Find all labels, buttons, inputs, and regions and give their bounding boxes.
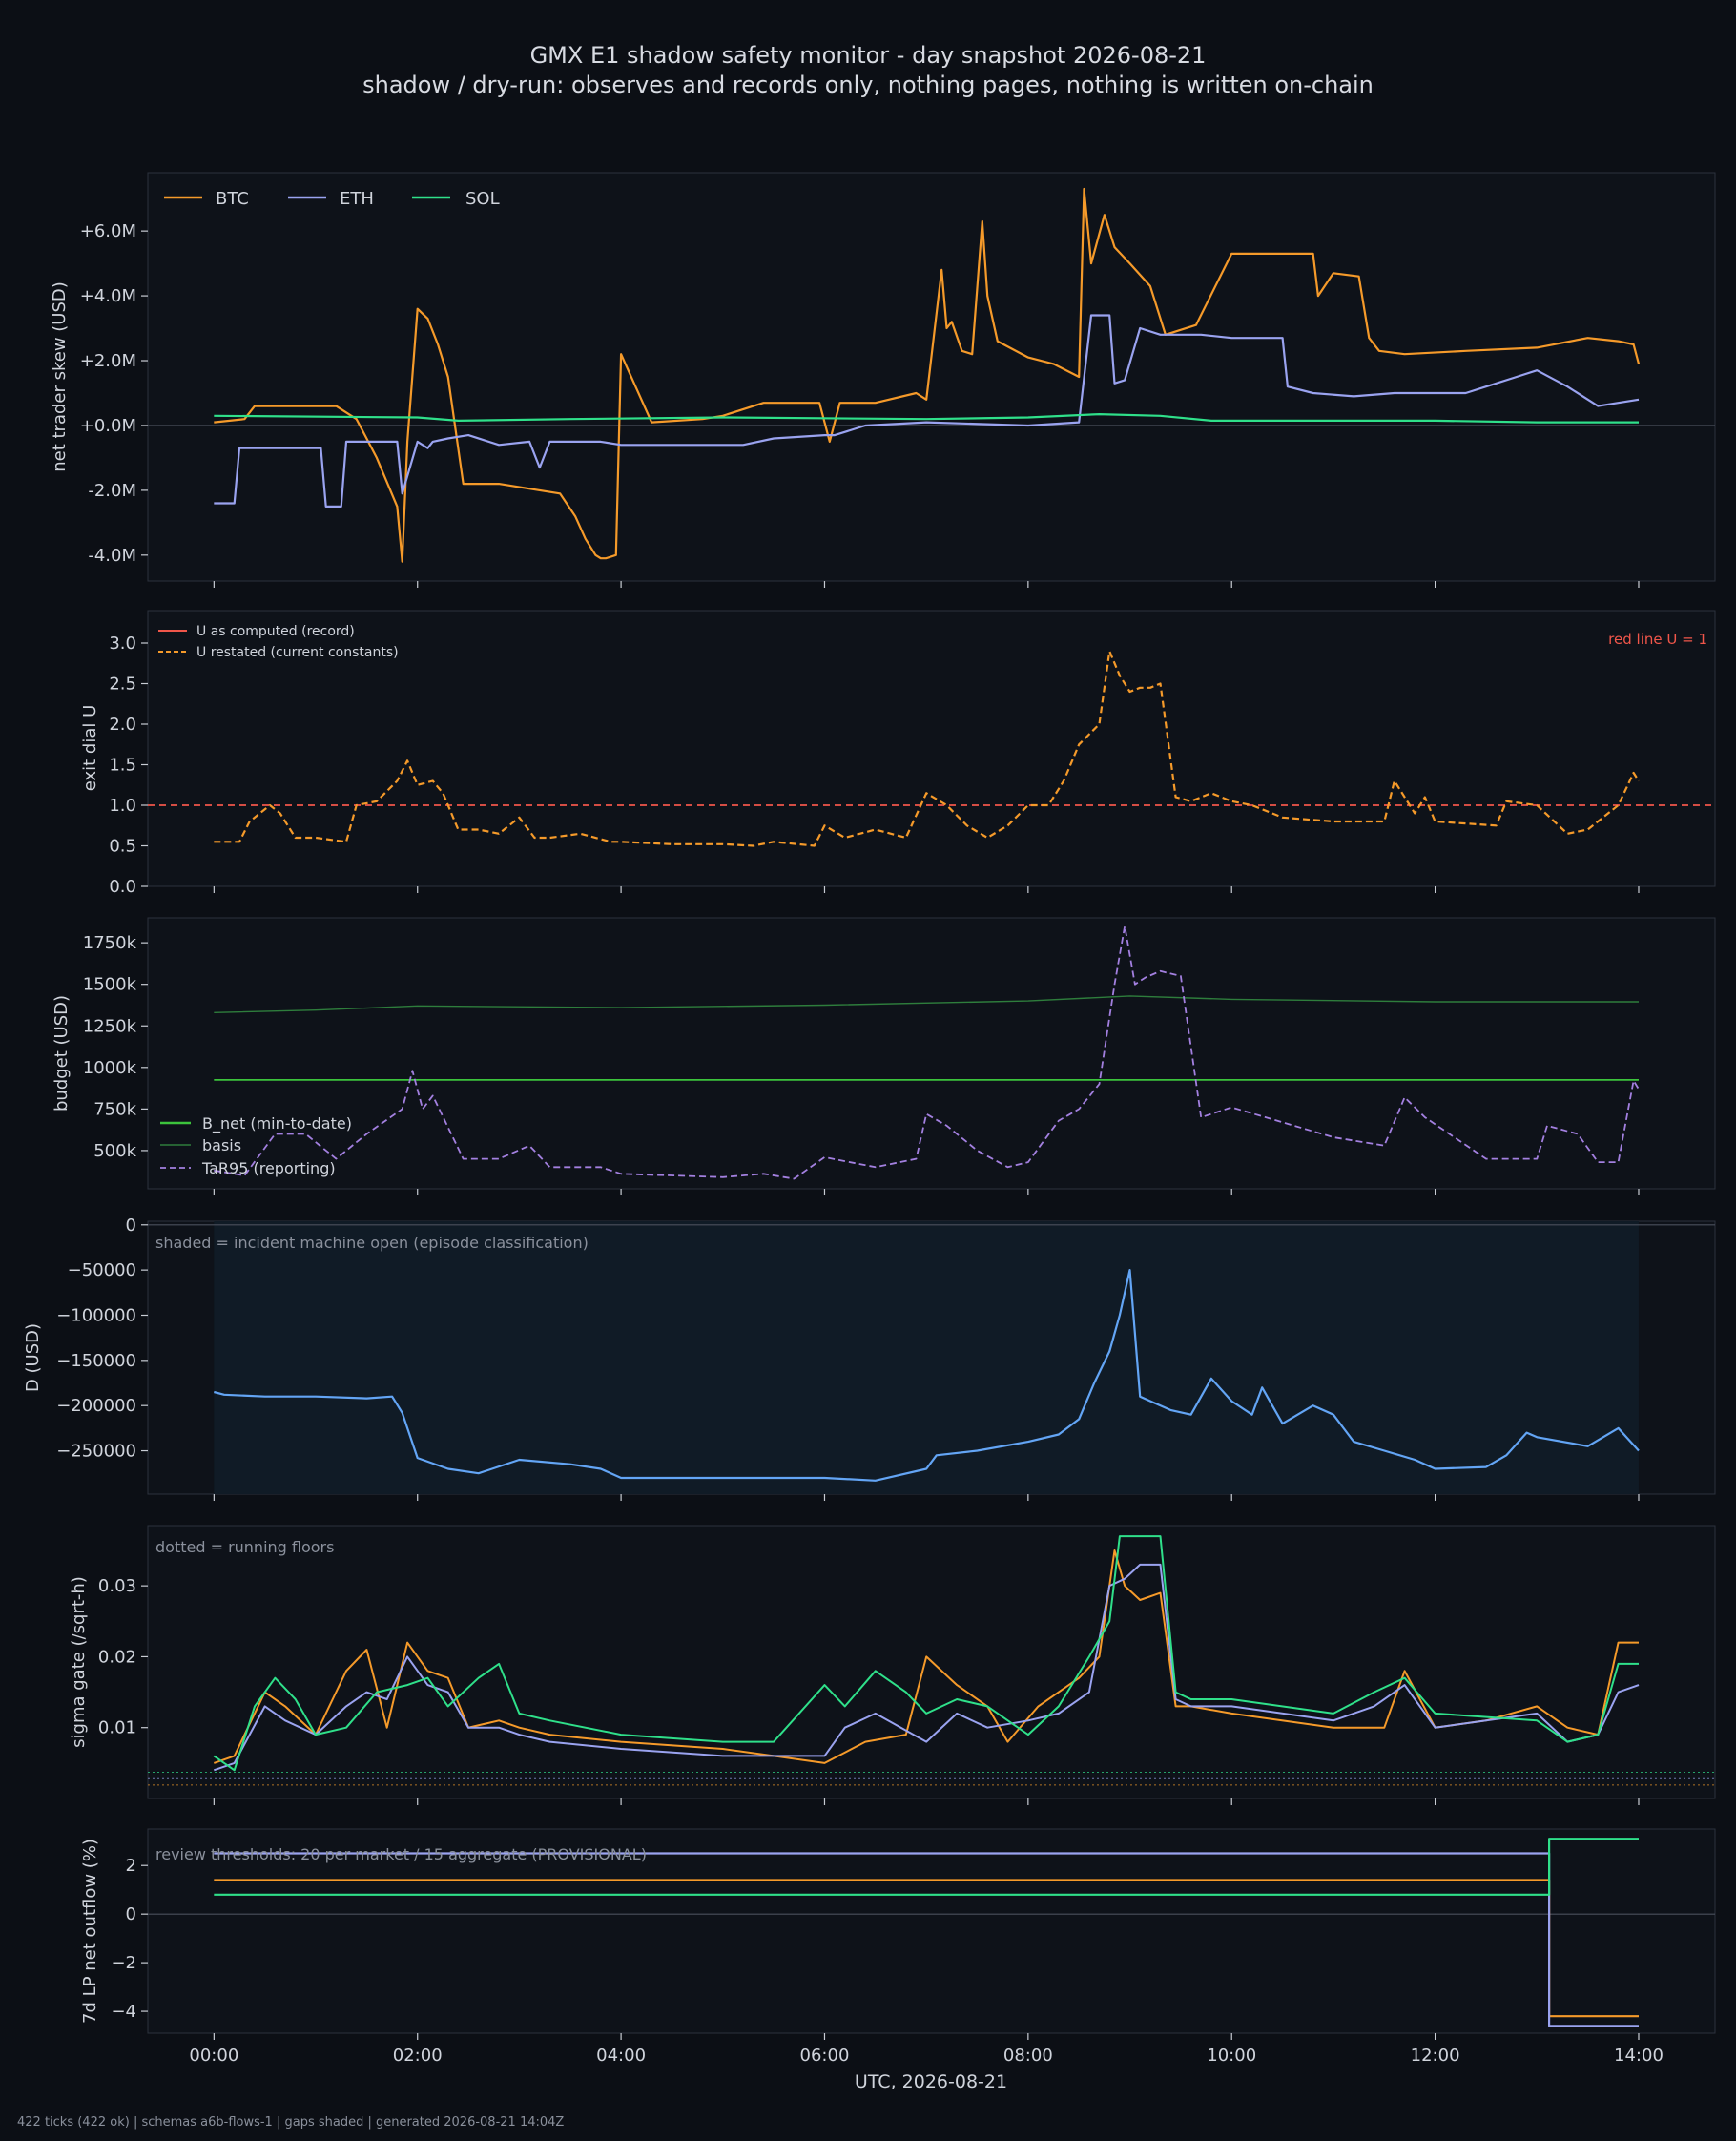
red-line-label: red line U = 1	[1608, 631, 1707, 648]
exit-legend-restated: U restated (current constants)	[196, 645, 399, 660]
d-ytick-label: −150000	[56, 1351, 136, 1371]
skew-legend-eth: ETH	[340, 189, 374, 209]
lp-annotation: review thresholds: 20 per market / 15 ag…	[155, 1845, 647, 1863]
budget-ytick-label: 1000k	[83, 1058, 137, 1078]
skew-legend-sol: SOL	[465, 189, 500, 209]
lp-plot-area	[147, 1828, 1716, 2034]
budget-ytick-label: 1750k	[83, 933, 137, 953]
d-panel: D (USD) 0 −50000 −100000 −150000 −200000 −250…	[23, 1216, 1716, 1501]
sigma-ytick-label: 0.01	[98, 1718, 136, 1738]
footer-status: 422 ticks (422 ok) | schemas a6b-flows-1…	[17, 2115, 564, 2130]
x-tick-label: 06:00	[800, 2046, 850, 2066]
exit-legend-record: U as computed (record)	[196, 624, 355, 639]
d-ytick-label: −50000	[68, 1260, 136, 1280]
skew-ytick-label: +2.0M	[80, 351, 136, 371]
exit-dial-panel: exit dial U 0.0 0.5 1.0 1.5 2.0 2.5 3.0 red li…	[80, 610, 1716, 897]
budget-legend: B_net (min-to-date) basis TaR95 (reporti…	[160, 1114, 352, 1177]
budget-plot-area	[147, 917, 1716, 1190]
budget-ytick-label: 750k	[93, 1099, 136, 1119]
x-axis-label: UTC, 2026-08-21	[855, 2071, 1007, 2092]
skew-ytick-label: -2.0M	[88, 481, 136, 501]
exit-ytick-label: 0.5	[109, 837, 136, 857]
skew-y-label: net trader skew (USD)	[50, 281, 70, 472]
skew-series-eth	[214, 314, 1640, 509]
budget-ytick-label: 1500k	[83, 975, 137, 995]
d-series-d	[214, 1268, 1640, 1482]
exit-ytick-label: 2.5	[109, 675, 136, 695]
skew-legend-btc: BTC	[216, 189, 249, 209]
x-tick-label: 12:00	[1411, 2046, 1460, 2066]
sigma-annotation: dotted = running floors	[155, 1538, 334, 1556]
skew-panel: net trader skew (USD) +6.0M +4.0M +2.0M +0.…	[50, 172, 1716, 588]
x-tick-label: 02:00	[393, 2046, 443, 2066]
lp-ytick-label: 0	[126, 1904, 136, 1924]
budget-legend-bnet: B_net (min-to-date)	[202, 1114, 352, 1133]
budget-series-basis	[214, 995, 1639, 1013]
d-y-label: D (USD)	[23, 1323, 43, 1392]
skew-series-sol	[214, 413, 1639, 424]
x-tick-label: 08:00	[1003, 2046, 1053, 2066]
sigma-series-eth	[213, 1563, 1640, 1772]
incident-open-shade	[214, 1221, 1639, 1494]
sigma-panel: sigma gate (/sqrt-h) 0.01 0.02 0.03 dotted…	[69, 1525, 1716, 1805]
lp-series-sol	[214, 1838, 1639, 1896]
lp-series-eth	[214, 1852, 1639, 2027]
skew-ytick-label: +0.0M	[80, 416, 136, 436]
exit-ytick-label: 3.0	[109, 634, 136, 654]
exit-dial-legend: U as computed (record) U restated (curre…	[158, 624, 399, 660]
x-tick-label: 14:00	[1614, 2046, 1664, 2066]
sigma-ytick-label: 0.02	[98, 1647, 136, 1667]
x-tick-label: 04:00	[596, 2046, 646, 2066]
budget-y-label: budget (USD)	[52, 995, 72, 1112]
x-tick-label: 00:00	[189, 2046, 238, 2066]
lp-outflow-panel: 7d LP net outflow (%) −4 −2 0 2 00:00 02:00 04…	[80, 1828, 1716, 2092]
skew-ytick-label: +4.0M	[80, 286, 136, 306]
exit-ytick-label: 2.0	[109, 715, 136, 735]
figure-title: GMX E1 shadow safety monitor - day snaps…	[530, 42, 1207, 69]
d-ytick-label: 0	[126, 1216, 136, 1236]
skew-plot-area	[147, 172, 1716, 582]
sigma-y-label: sigma gate (/sqrt-h)	[69, 1576, 89, 1748]
d-annotation: shaded = incident machine open (episode …	[155, 1234, 589, 1252]
skew-series-btc	[214, 187, 1641, 563]
d-ytick-label: −200000	[56, 1396, 136, 1416]
budget-legend-basis: basis	[202, 1136, 241, 1154]
budget-legend-tar: TaR95 (reporting)	[201, 1159, 336, 1177]
exit-series-u-restated-current-constants-	[214, 650, 1640, 847]
lp-y-label: 7d LP net outflow (%)	[80, 1839, 100, 2024]
d-ytick-label: −100000	[56, 1305, 136, 1325]
figure-subtitle: shadow / dry-run: observes and records o…	[362, 72, 1374, 98]
exit-ytick-label: 0.0	[109, 877, 136, 897]
budget-series-tar95-reporting-	[214, 925, 1640, 1180]
skew-ytick-label: +6.0M	[80, 221, 136, 241]
lp-ytick-label: −2	[111, 1953, 136, 1973]
exit-ytick-label: 1.5	[109, 756, 136, 776]
sigma-ytick-label: 0.03	[98, 1576, 136, 1596]
d-ytick-label: −250000	[56, 1442, 136, 1462]
lp-ytick-label: −4	[111, 2002, 136, 2022]
exit-dial-plot-area	[147, 610, 1716, 887]
budget-panel: budget (USD) 500k 750k 1000k 1250k 1500k 1750…	[52, 917, 1716, 1195]
budget-ytick-label: 1250k	[83, 1016, 137, 1036]
skew-ytick-label: -4.0M	[88, 546, 136, 566]
sigma-series-sol	[213, 1535, 1639, 1772]
budget-ytick-label: 500k	[93, 1141, 136, 1161]
exit-ytick-label: 1.0	[109, 796, 136, 816]
lp-ytick-label: 2	[126, 1856, 136, 1876]
skew-legend: BTC ETH SOL	[164, 189, 500, 209]
x-tick-label: 10:00	[1207, 2046, 1256, 2066]
exit-dial-y-label: exit dial U	[80, 705, 100, 792]
